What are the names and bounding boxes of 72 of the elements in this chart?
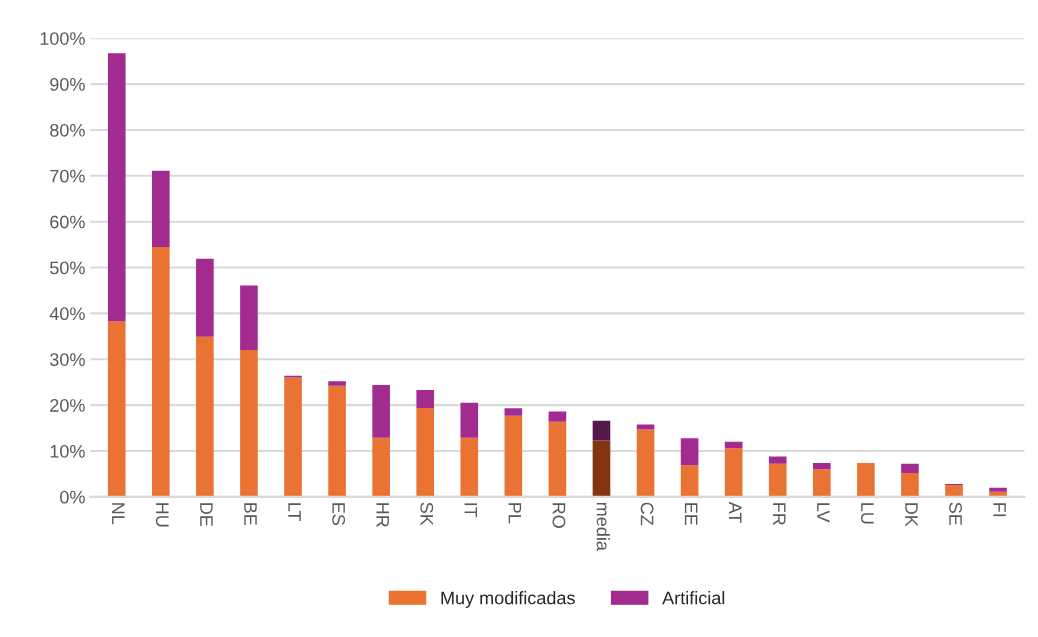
bar <box>416 407 435 497</box>
bar <box>372 384 390 438</box>
x-tick-label: AT <box>729 501 742 524</box>
bar <box>240 285 258 351</box>
y-tick-label: 0% <box>60 490 85 504</box>
x-tick-label: EE <box>684 503 698 526</box>
bar <box>901 463 919 474</box>
bar <box>416 390 435 408</box>
bar <box>107 321 126 497</box>
y-tick-label: 80% <box>50 123 85 137</box>
y-tick-label: 100% <box>40 32 85 45</box>
y-tick-label: 10% <box>50 444 85 458</box>
y-tick-label: 50% <box>50 261 85 275</box>
y-tick-label: 20% <box>50 399 85 412</box>
x-tick-label: FI <box>993 503 1006 517</box>
bar <box>504 408 523 416</box>
x-tick-label: HR <box>376 503 389 527</box>
x-tick-label: DE <box>200 503 213 527</box>
bar <box>284 377 302 497</box>
bar <box>901 473 919 497</box>
bar <box>328 385 346 497</box>
bar <box>636 429 655 497</box>
bar <box>989 487 1007 492</box>
bar <box>152 246 170 497</box>
bar <box>548 421 567 497</box>
x-tick-label: BE <box>244 503 257 526</box>
bar <box>636 424 655 430</box>
x-tick-label: SK <box>420 502 434 526</box>
legend-label: Artificial <box>662 591 725 605</box>
bar <box>945 484 963 497</box>
bar <box>372 437 390 497</box>
bar <box>152 170 170 247</box>
bar <box>504 415 523 497</box>
bar <box>240 350 258 497</box>
y-tick-label: 70% <box>50 169 85 183</box>
x-tick-label: LV <box>817 503 830 523</box>
x-tick-label: SE <box>949 502 962 526</box>
bar <box>196 336 214 497</box>
bar <box>460 437 479 497</box>
x-tick-label: NL <box>112 503 125 525</box>
bar <box>812 462 831 470</box>
bar <box>768 463 787 497</box>
x-tick-label: LT <box>288 503 301 522</box>
x-tick-label: IT <box>464 503 478 518</box>
bar <box>196 258 214 337</box>
y-tick-label: 40% <box>49 307 85 321</box>
x-tick-label: PL <box>508 503 522 524</box>
legend-label: Muy modificadas <box>441 591 575 608</box>
bar <box>460 402 479 438</box>
bar <box>680 438 699 466</box>
x-tick-label: RO <box>552 503 566 528</box>
x-tick-label: HU <box>155 503 169 527</box>
bar <box>857 462 875 497</box>
bar <box>592 440 611 497</box>
y-tick-label: 30% <box>50 353 85 366</box>
bar <box>592 420 611 441</box>
bar <box>548 411 567 422</box>
bar <box>724 448 743 497</box>
bar <box>768 456 787 464</box>
bar <box>328 381 346 386</box>
x-tick-label: DK <box>905 503 918 527</box>
x-tick-label: FR <box>773 503 786 525</box>
x-tick-label: media <box>596 502 610 551</box>
y-tick-label: 90% <box>50 78 85 91</box>
x-tick-label: LU <box>861 503 874 524</box>
bar <box>812 469 831 497</box>
bar <box>724 441 743 449</box>
x-tick-label: ES <box>332 503 346 525</box>
bar <box>680 465 699 497</box>
bar <box>107 53 126 322</box>
x-tick-label: CZ <box>640 502 654 526</box>
y-tick-label: 60% <box>50 215 85 229</box>
